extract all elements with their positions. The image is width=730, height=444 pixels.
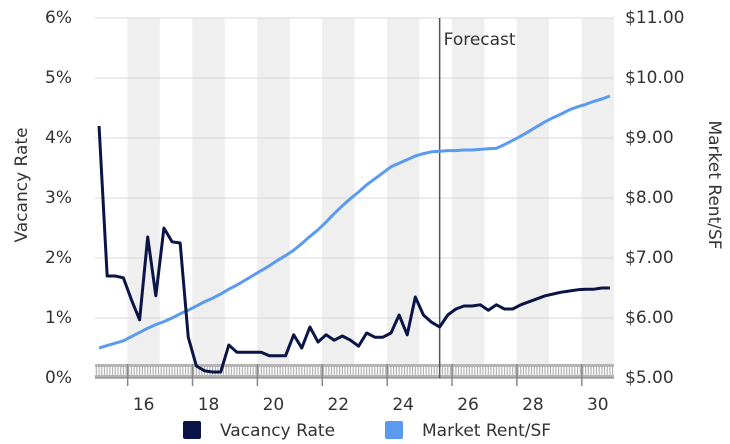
y2-tick-label: $9.00 (625, 128, 674, 148)
y-axis-label: Vacancy Rate (12, 127, 32, 242)
y2-tick-label: $11.00 (625, 8, 684, 28)
x-tick-label: 20 (263, 395, 285, 415)
y-tick-label: 3% (45, 188, 72, 208)
x-tick-label: 26 (457, 395, 479, 415)
x-tick-label: 16 (133, 395, 155, 415)
legend-label: Vacancy Rate (220, 421, 335, 441)
x-tick-label: 30 (587, 395, 609, 415)
x-tick-label: 28 (522, 395, 544, 415)
y2-tick-label: $7.00 (625, 248, 674, 268)
legend-label: Market Rent/SF (422, 421, 551, 441)
y-tick-label: 0% (45, 368, 72, 388)
forecast-label: Forecast (444, 30, 516, 50)
y-tick-label: 5% (45, 68, 72, 88)
x-tick-label: 24 (392, 395, 414, 415)
legend-swatch (183, 421, 201, 439)
y2-tick-label: $10.00 (625, 68, 684, 88)
y-tick-label: 6% (45, 8, 72, 28)
y2-axis-label: Market Rent/SF (704, 120, 724, 249)
series-line (97, 125, 610, 374)
series-line (98, 94, 611, 350)
x-tick-label: 18 (198, 395, 220, 415)
y2-tick-label: $5.00 (625, 368, 674, 388)
y-tick-label: 1% (45, 308, 72, 328)
y-tick-label: 4% (45, 128, 72, 148)
legend-swatch (385, 421, 403, 439)
y2-tick-label: $8.00 (625, 188, 674, 208)
x-tick-label: 22 (327, 395, 349, 415)
y-tick-label: 2% (45, 248, 72, 268)
y2-tick-label: $6.00 (625, 308, 674, 328)
